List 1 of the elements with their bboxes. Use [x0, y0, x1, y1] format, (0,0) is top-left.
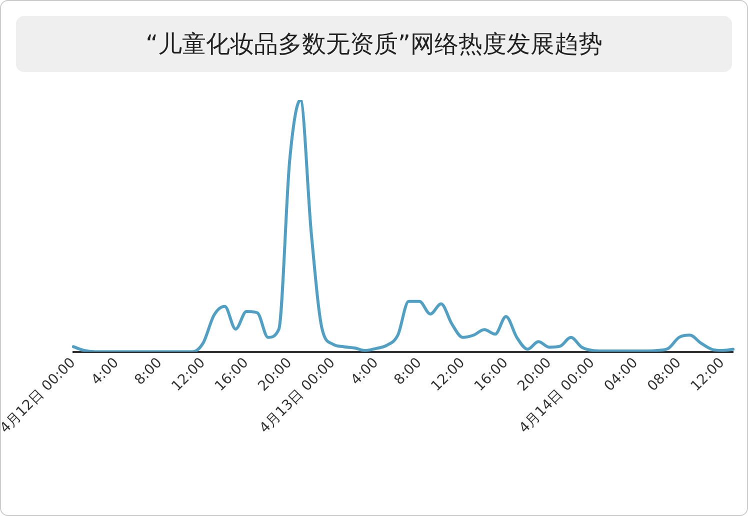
chart-title: “儿童化妆品多数无资质”网络热度发展趋势 [16, 16, 732, 72]
